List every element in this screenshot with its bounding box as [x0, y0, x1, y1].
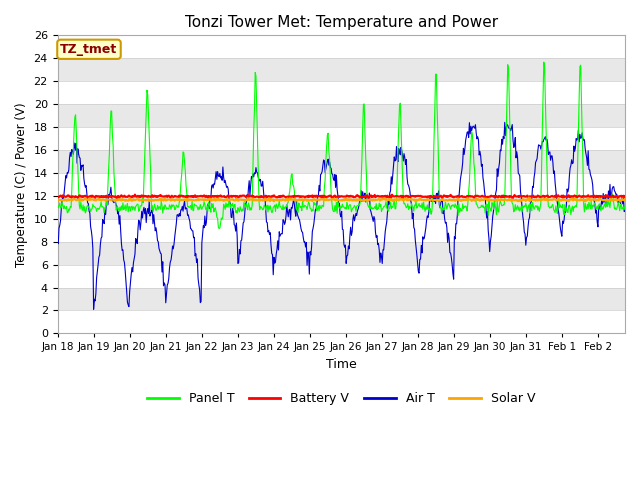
- Panel T: [613, 206, 621, 212]
- Bar: [58, 196, 625, 219]
- Bar: [58, 58, 625, 81]
- Line: Battery V: Battery V: [58, 194, 625, 198]
- Solar V: [613, 198, 621, 204]
- Battery V: [613, 193, 621, 199]
- Bar: [58, 173, 625, 196]
- Bar: [58, 36, 625, 58]
- Bar: [58, 311, 625, 334]
- Solar V: [522, 198, 530, 204]
- Y-axis label: Temperature (C) / Power (V): Temperature (C) / Power (V): [15, 102, 28, 267]
- Panel T: [523, 204, 531, 209]
- Bar: [58, 242, 625, 264]
- Air T: [264, 220, 271, 226]
- Panel T: [530, 206, 538, 212]
- Solar V: [530, 197, 538, 203]
- Battery V: [621, 193, 629, 199]
- Panel T: [621, 203, 629, 208]
- Battery V: [343, 192, 351, 198]
- Air T: [613, 192, 621, 197]
- Text: TZ_tmet: TZ_tmet: [60, 43, 118, 56]
- Legend: Panel T, Battery V, Air T, Solar V: Panel T, Battery V, Air T, Solar V: [142, 387, 540, 410]
- Bar: [58, 127, 625, 150]
- Battery V: [438, 195, 446, 201]
- Air T: [531, 169, 539, 175]
- Bar: [58, 81, 625, 104]
- Line: Panel T: Panel T: [58, 62, 625, 228]
- Battery V: [524, 192, 531, 198]
- Solar V: [342, 197, 350, 203]
- Air T: [621, 205, 629, 211]
- X-axis label: Time: Time: [326, 358, 356, 371]
- Bar: [58, 150, 625, 173]
- Battery V: [131, 192, 139, 197]
- Solar V: [525, 195, 532, 201]
- Solar V: [262, 198, 270, 204]
- Battery V: [54, 194, 61, 200]
- Panel T: [408, 204, 416, 210]
- Solar V: [408, 196, 415, 202]
- Bar: [58, 219, 625, 242]
- Panel T: [215, 226, 223, 231]
- Air T: [90, 306, 97, 312]
- Panel T: [343, 199, 351, 205]
- Air T: [343, 253, 351, 259]
- Battery V: [408, 193, 416, 199]
- Panel T: [540, 59, 548, 65]
- Air T: [501, 120, 509, 125]
- Line: Solar V: Solar V: [58, 198, 625, 202]
- Line: Air T: Air T: [58, 122, 625, 309]
- Air T: [524, 233, 531, 239]
- Bar: [58, 104, 625, 127]
- Bar: [58, 264, 625, 288]
- Title: Tonzi Tower Met: Temperature and Power: Tonzi Tower Met: Temperature and Power: [185, 15, 498, 30]
- Panel T: [54, 203, 61, 209]
- Solar V: [621, 196, 629, 202]
- Bar: [58, 288, 625, 311]
- Air T: [54, 237, 61, 243]
- Solar V: [54, 197, 61, 203]
- Panel T: [264, 202, 271, 208]
- Solar V: [564, 199, 572, 204]
- Battery V: [264, 193, 271, 199]
- Battery V: [531, 194, 539, 200]
- Air T: [408, 216, 416, 222]
